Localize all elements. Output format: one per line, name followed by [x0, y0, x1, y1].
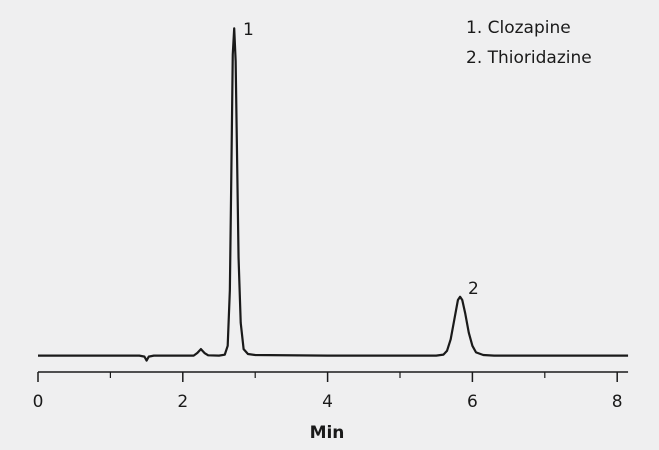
x-tick-label: 4: [322, 392, 333, 412]
x-tick-label: 8: [612, 392, 623, 412]
x-tick-label: 2: [177, 392, 188, 412]
peak-annotation: 2: [468, 279, 479, 299]
legend-entry: 1. Clozapine: [466, 18, 571, 38]
x-tick-label: 6: [467, 392, 478, 412]
chromatogram-trace: [38, 27, 629, 362]
x-tick-label: 0: [33, 392, 44, 412]
legend-entry: 2. Thioridazine: [466, 48, 592, 68]
x-axis-label: Min: [310, 423, 345, 443]
peak-annotation: 1: [243, 20, 254, 40]
